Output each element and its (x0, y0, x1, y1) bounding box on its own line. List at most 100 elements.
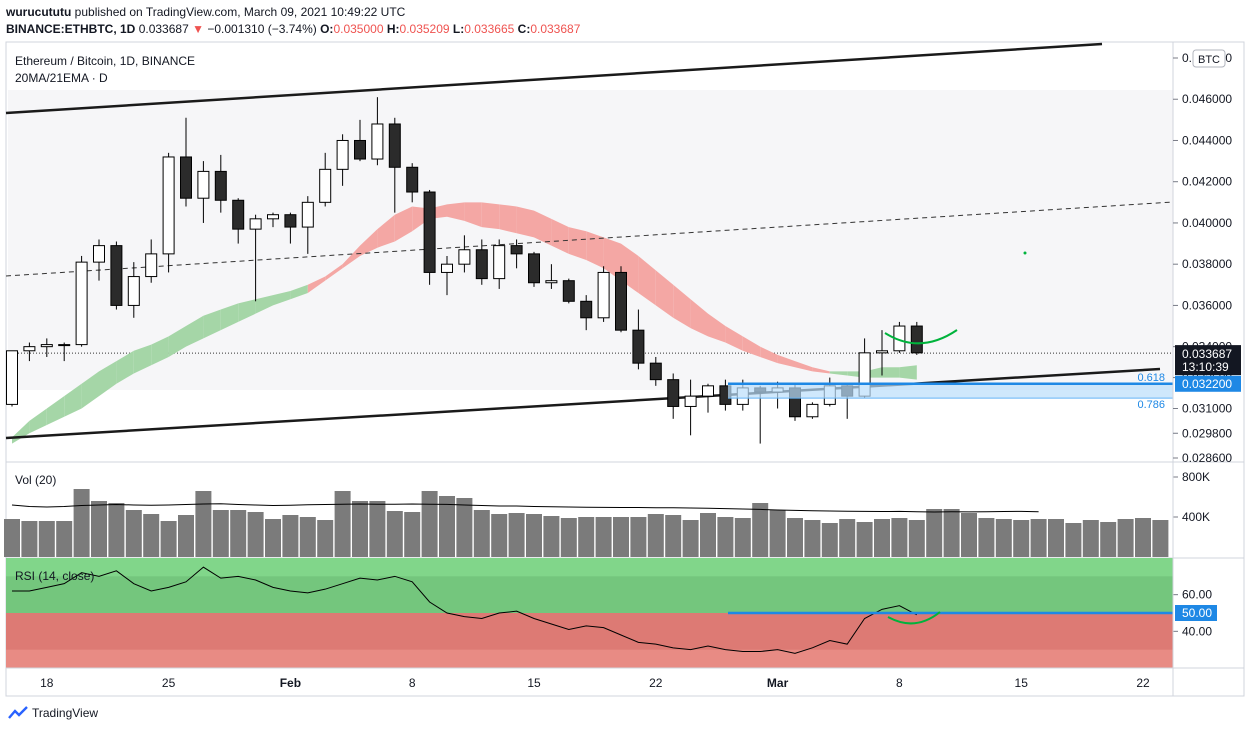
last-price-value: 0.033687 (1182, 347, 1232, 361)
ma-band-segment (708, 313, 726, 343)
volume-bar (178, 515, 194, 557)
volume-bar (56, 521, 73, 557)
volume-bar (108, 503, 125, 557)
ma-band-segment (220, 303, 239, 331)
legend-title: Ethereum / Bitcoin, 1D, BINANCE (15, 54, 195, 68)
volume-bar (317, 520, 334, 557)
ma-band-segment (551, 218, 569, 254)
candle-body (336, 139, 349, 170)
ma-band-segment (238, 299, 256, 322)
rsi-band-lower (6, 613, 1173, 650)
candle-body (232, 199, 245, 230)
candle-body (23, 346, 36, 352)
currency-badge[interactable] (1192, 49, 1226, 68)
volume-bar (769, 510, 786, 557)
ma-band-segment (64, 383, 82, 417)
change-value: −0.001310 (−3.74%) (207, 22, 317, 36)
candle-body (458, 249, 471, 265)
price-tick-label: 0.038000 (1182, 257, 1232, 271)
author-name[interactable]: wurucututu (6, 5, 72, 19)
channel-lines[interactable] (5, 42, 1174, 440)
volume-pane: 800K 400K (4, 470, 1210, 557)
ma-band-segment (116, 350, 134, 384)
ohlc-line: BINANCE:ETHBTC, 1D 0.033687 ▼ −0.001310 … (6, 22, 580, 36)
channel-midline (5, 201, 1174, 277)
ma-band-segment (655, 270, 674, 318)
price-tick-label: 0.042000 (1182, 175, 1232, 189)
ma-band-segment (829, 371, 848, 376)
open-label: O: (320, 22, 334, 36)
ma-band-segment (464, 202, 482, 228)
ma-band-segment (760, 346, 778, 364)
published-text: published on TradingView.com, March 09, … (74, 5, 406, 19)
volume-bar (230, 510, 247, 557)
candle-body (580, 300, 593, 319)
candle-body (493, 245, 506, 280)
ma-band-segment (325, 264, 343, 281)
tradingview-footer[interactable]: TradingView (8, 706, 98, 720)
volume-ma-line (11, 503, 1039, 513)
volume-bar (630, 517, 647, 557)
ma-band-segment (203, 309, 221, 339)
ma-band-segment (777, 354, 795, 368)
volume-bar (613, 517, 629, 557)
volume-bar (1152, 520, 1169, 557)
ma-band-segment (360, 229, 378, 256)
candle-body (615, 271, 627, 331)
ma-band-segment (133, 344, 152, 374)
time-axis[interactable]: 18 25 Feb 8 15 22 Mar 8 15 22 (6, 667, 1173, 690)
ma-band-segment (673, 284, 691, 329)
volume-bar (1065, 523, 1082, 557)
volume-bar (439, 496, 455, 557)
candle-body (301, 201, 314, 228)
volume-bar (265, 519, 281, 557)
ma-band-segment (151, 336, 169, 366)
tradingview-logo-icon (8, 706, 28, 719)
volume-bar (856, 522, 873, 557)
volume-bar (456, 498, 473, 557)
currency-badge-label: BTC (1198, 54, 1220, 66)
volume-bar (804, 520, 821, 557)
ma-band-segment (273, 290, 291, 306)
price-chart[interactable]: 0.618 0.786 800K 400K 60.00 40.00 50.00 0.04… (0, 0, 1252, 700)
candle-body (284, 214, 297, 228)
fib-levels[interactable]: 0.618 0.786 (728, 372, 1173, 411)
volume-bar (908, 520, 925, 557)
ma-band-segment (255, 295, 273, 314)
volume-bar (473, 510, 490, 557)
volume-bar (369, 501, 386, 557)
volume-bar (560, 518, 577, 557)
candle-body (371, 123, 384, 160)
price-tick-label: 0.031000 (1182, 402, 1232, 416)
candle-body (702, 385, 714, 397)
symbol-label: BINANCE:ETHBTC, 1D (6, 22, 136, 36)
fib-label-618: 0.618 (1137, 372, 1165, 384)
price-tick-label: 0.040000 (1182, 216, 1232, 230)
ma-band-segment (168, 326, 186, 357)
candle-body (388, 123, 401, 168)
candle-body (75, 261, 88, 346)
candle-body (162, 156, 175, 255)
candle-body (910, 325, 923, 354)
candle-body (406, 166, 419, 193)
ma-band-segment (742, 336, 761, 357)
ma-band-segment (377, 214, 395, 248)
candle-body (545, 280, 558, 284)
candle-body (876, 350, 888, 354)
volume-bar (995, 519, 1012, 557)
candle-body (667, 379, 680, 407)
ma-band-segment (899, 365, 917, 380)
volume-bar (491, 514, 508, 557)
volume-bar (891, 518, 908, 557)
ma-band-segment (481, 202, 500, 230)
ma-band-segment (499, 204, 517, 234)
candle-body (319, 168, 332, 203)
volume-bar (1117, 519, 1134, 557)
ma-band-segment (186, 315, 204, 347)
change-arrow: ▼ (192, 22, 204, 36)
volume-bar (1048, 519, 1064, 557)
ma-band-segment (568, 227, 587, 261)
ma-band-segment (725, 326, 743, 351)
ma-band-segment (342, 245, 360, 269)
high-label: H: (386, 22, 400, 36)
